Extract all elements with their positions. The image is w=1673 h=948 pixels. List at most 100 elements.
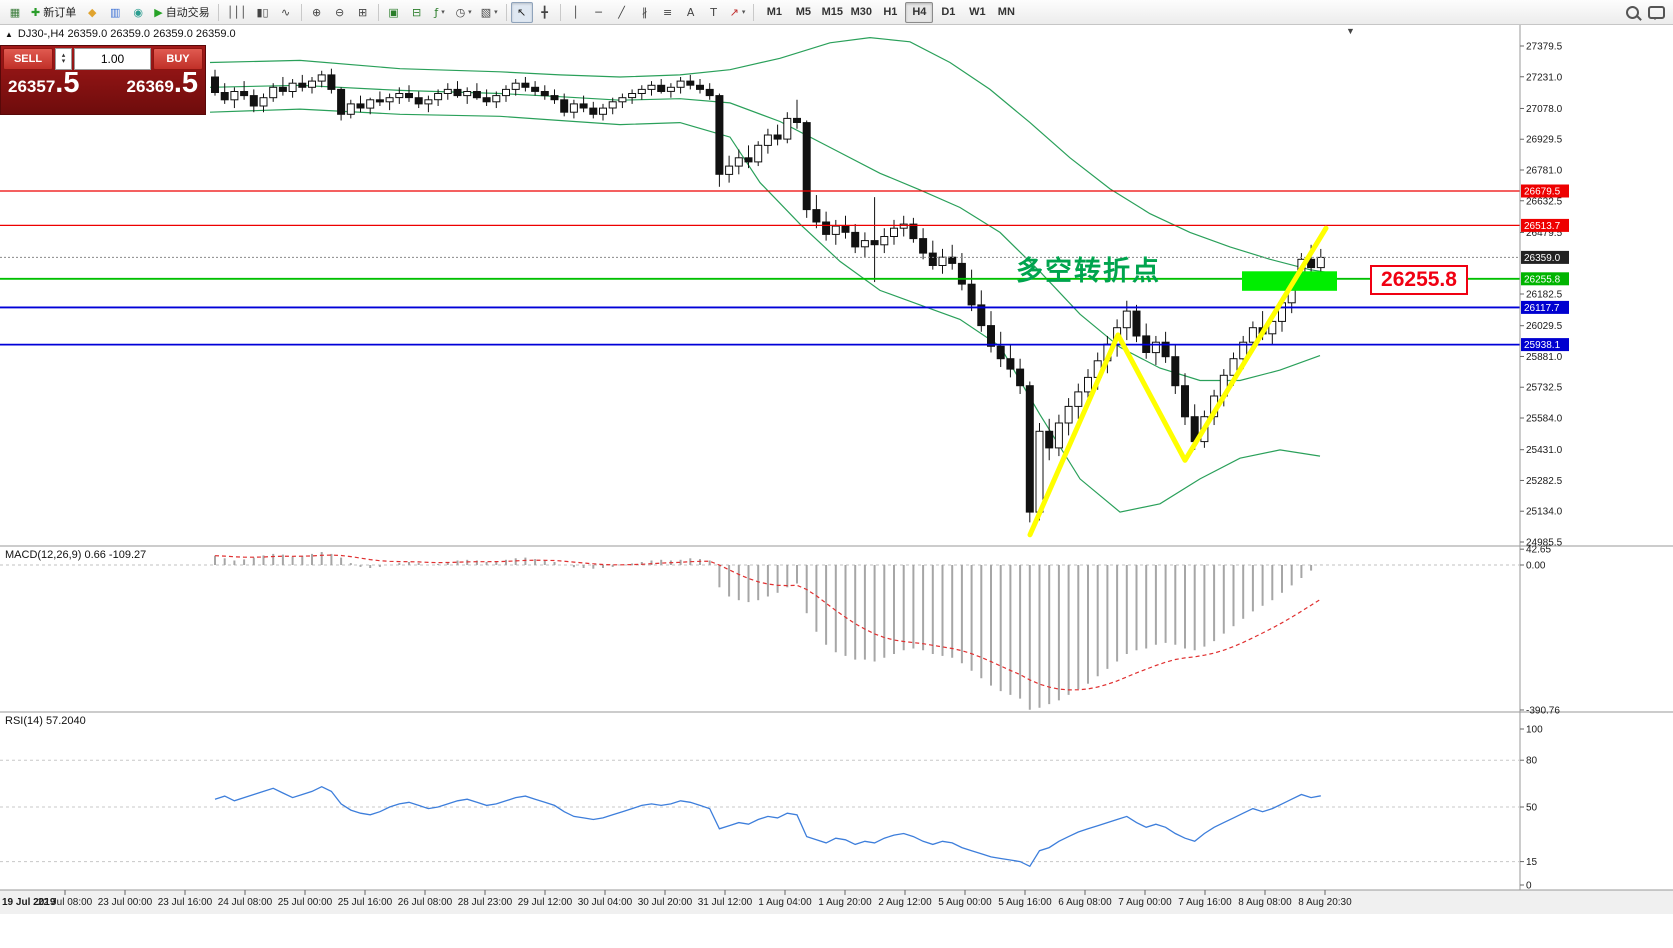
candle-body	[802, 122, 811, 211]
navigator-button[interactable]: ◉	[127, 2, 149, 23]
timeframe-mn[interactable]: MN	[992, 2, 1020, 23]
price-tick-label: 26479.5	[1526, 228, 1563, 239]
time-label: 31 Jul 12:00	[698, 897, 753, 908]
horizontal-line-button[interactable]: ─	[588, 2, 610, 23]
candle-body	[725, 165, 734, 175]
candle-body	[1151, 341, 1160, 354]
profiles-button[interactable]: ◆	[81, 2, 103, 23]
buy-price-main: 26369	[126, 77, 174, 96]
time-label: 28 Jul 23:00	[458, 897, 513, 908]
chart-shift-marker-icon[interactable]: ▼	[1346, 26, 1355, 36]
timeframe-d1[interactable]: D1	[934, 2, 962, 23]
rsi-axis-label: 50	[1526, 803, 1538, 814]
candle-body	[948, 256, 957, 264]
new-order-button[interactable]: ✚ 新订单	[27, 2, 80, 23]
fibonacci-button[interactable]: ≡	[657, 2, 679, 23]
time-label: 2 Aug 12:00	[878, 897, 932, 908]
chart-bars-button[interactable]: │││	[223, 2, 251, 23]
candle-body	[909, 223, 918, 240]
autotrade-button[interactable]: ▶ 自动交易	[150, 2, 213, 23]
timeframe-m1[interactable]: M1	[760, 2, 788, 23]
arrange-windows-button[interactable]: ▣	[383, 2, 405, 23]
indicators-button[interactable]: ƒ ▾	[429, 2, 451, 23]
time-label: 30 Jul 20:00	[638, 897, 693, 908]
templates-button[interactable]: ▧ ▾	[477, 2, 502, 23]
new-chart-button[interactable]: ▦	[4, 2, 26, 23]
volume-input[interactable]	[74, 48, 151, 70]
chart-canvas[interactable]: 27379.5 27231.0 27078.0 26929.5 26781.0 26632…	[0, 25, 1673, 948]
time-label: 25 Jul 16:00	[338, 897, 393, 908]
autotrade-button-label: 自动交易	[165, 7, 210, 19]
timeframe-bar: M1 M5 M15 M30 H1 H4 D1 W1 MN	[760, 1, 1020, 23]
candle-body	[1016, 368, 1025, 387]
volume-stepper[interactable]: ▴ ▾	[55, 48, 72, 70]
candle-body	[860, 240, 869, 248]
chart-line-button[interactable]: ∿	[275, 2, 297, 23]
search-button[interactable]	[1621, 2, 1643, 23]
channel-button[interactable]: ∦	[634, 2, 656, 23]
vertical-line-button[interactable]: │	[565, 2, 587, 23]
chat-button[interactable]	[1644, 2, 1669, 23]
timeframe-w1[interactable]: W1	[963, 2, 991, 23]
cursor-button[interactable]: ↖	[510, 1, 533, 23]
candle-body	[686, 80, 695, 86]
candle-body	[395, 93, 404, 99]
candle-body	[1035, 430, 1044, 513]
chart-candles-button[interactable]: ▮▯	[252, 2, 274, 23]
toolbar-buttons: ▦ ✚ 新订单 ◆ ▥ ◉ ▶ 自动交易 │││ ▮▯ ∿ ⊕ ⊖ ⊞ ▣ ⊟ ƒ ▾ ◷ ▾ ▧ ▾ ↖ ╋ │ ─ ╱ ∦ ≡ A T ↗…	[4, 1, 757, 23]
buy-button[interactable]: BUY	[153, 48, 203, 70]
trendline-button[interactable]: ╱	[611, 2, 633, 23]
arrows-button[interactable]: ↗ ▾	[726, 2, 750, 23]
candle-body	[1229, 358, 1238, 376]
candle-body	[560, 99, 569, 113]
macd-axis-label: 0.00	[1526, 561, 1546, 572]
candle-body	[928, 252, 937, 267]
tile-windows-button[interactable]: ⊞	[352, 2, 374, 23]
price-tick-label: 25431.0	[1526, 445, 1563, 456]
rsi-axis-label: 15	[1526, 857, 1538, 868]
dropdown-caret-icon: ▾	[441, 9, 445, 16]
market-watch-button[interactable]: ▥	[104, 2, 126, 23]
timeframe-h1[interactable]: H1	[876, 2, 904, 23]
candle-body	[375, 99, 384, 103]
time-label: 8 Aug 08:00	[1238, 897, 1292, 908]
candle-body	[870, 240, 879, 246]
label-button[interactable]: T	[703, 2, 725, 23]
timeframe-m30[interactable]: M30	[847, 2, 875, 23]
candle-body	[851, 231, 860, 248]
zigzag-annotation[interactable]	[1027, 225, 1329, 538]
rsi-label: RSI(14) 57.2040	[5, 715, 86, 727]
candle-body	[443, 88, 452, 95]
time-label: 6 Aug 08:00	[1058, 897, 1112, 908]
candle-body	[288, 82, 297, 93]
time-label: 19 Jul 2019	[2, 897, 56, 908]
timeframe-m15[interactable]: M15	[818, 2, 846, 23]
timeframe-h4[interactable]: H4	[905, 1, 934, 23]
rsi-axis-label: 0	[1526, 881, 1532, 892]
text-button[interactable]: A	[680, 2, 702, 23]
collapse-triangle-icon[interactable]: ▲	[5, 29, 13, 39]
sell-button[interactable]: SELL	[3, 48, 53, 70]
time-label: 22 Jul 08:00	[38, 897, 93, 908]
candle-body	[240, 91, 249, 97]
periods-button[interactable]: ◷ ▾	[452, 2, 476, 23]
price-badge-label: 26679.5	[1524, 187, 1561, 198]
candle-body	[569, 103, 578, 113]
candle-body	[977, 304, 986, 327]
new-order-button-label: 新订单	[43, 7, 77, 19]
dropdown-caret-icon: ▾	[468, 9, 472, 16]
turning-point-annotation[interactable]: 多空转折点	[1016, 256, 1161, 286]
zoom-out-button[interactable]: ⊖	[329, 2, 351, 23]
zoom-in-button[interactable]: ⊕	[306, 2, 328, 23]
candle-body	[1084, 376, 1092, 393]
chart-line-icon: ∿	[280, 5, 291, 19]
crosshair-button[interactable]: ╋	[534, 2, 556, 23]
volume-down-icon[interactable]: ▾	[61, 58, 66, 65]
auto-arrange-button[interactable]: ⊟	[406, 2, 428, 23]
price-tag-label[interactable]: 26255.8	[1370, 265, 1468, 295]
candle-body	[346, 103, 355, 115]
zone-rectangle[interactable]	[1242, 271, 1337, 291]
volume-up-icon[interactable]: ▴	[61, 52, 66, 59]
candle-body	[783, 117, 792, 140]
timeframe-m5[interactable]: M5	[789, 2, 817, 23]
